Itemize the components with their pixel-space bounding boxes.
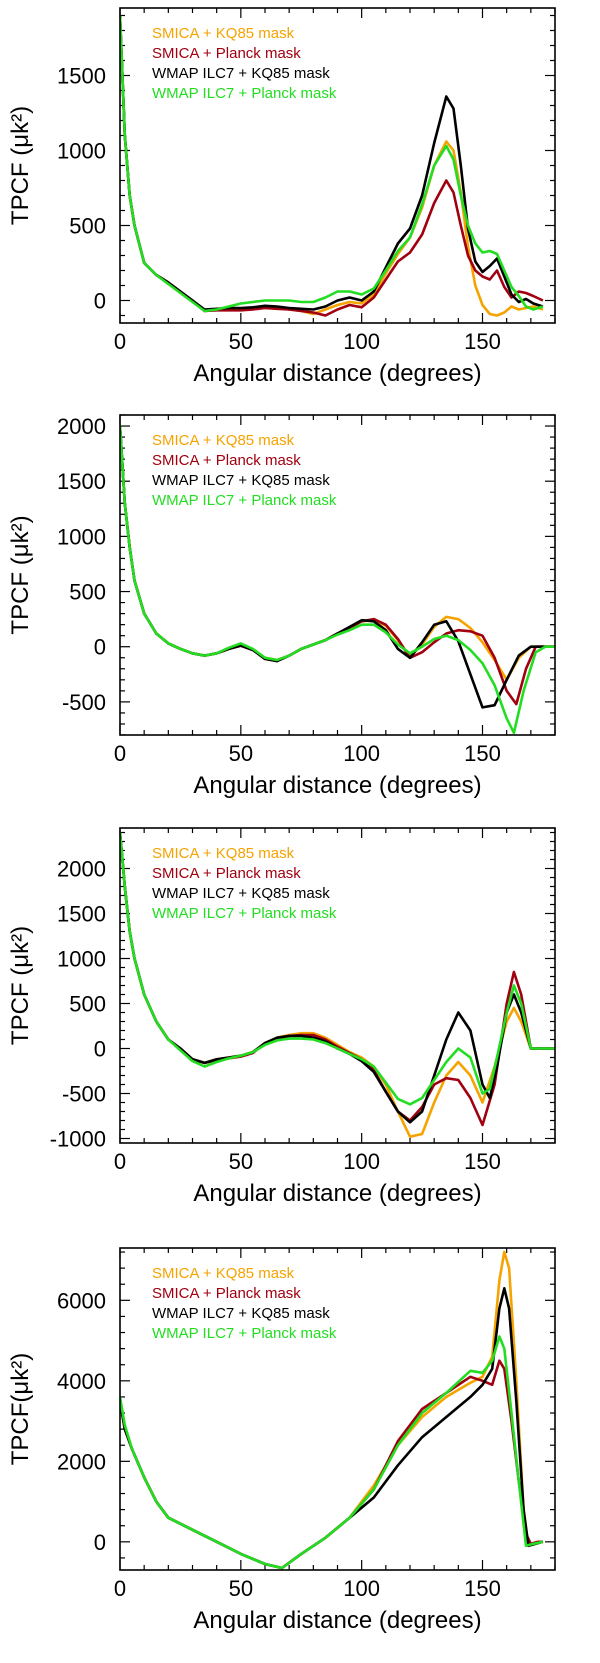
legend-entry-4: WMAP ILC7 + Planck mask xyxy=(152,905,337,922)
x-tick-label: 150 xyxy=(464,329,501,354)
legend-entry-3: WMAP ILC7 + KQ85 mask xyxy=(152,1305,330,1322)
x-tick-label: 150 xyxy=(464,1149,501,1174)
x-tick-label: 0 xyxy=(114,1149,126,1174)
y-tick-label: 1000 xyxy=(57,947,106,972)
legend-entry-1: SMICA + KQ85 mask xyxy=(152,1265,295,1282)
series-line-4 xyxy=(120,425,555,735)
legend-entry-1: SMICA + KQ85 mask xyxy=(152,845,295,862)
legend-entry-2: SMICA + Planck mask xyxy=(152,1285,301,1302)
legend-entry-1: SMICA + KQ85 mask xyxy=(152,432,295,449)
series-line-4 xyxy=(120,1335,544,1570)
x-tick-label: 50 xyxy=(229,741,253,766)
series-line-4 xyxy=(120,15,544,313)
x-axis-title: Angular distance (degrees) xyxy=(193,1180,481,1207)
x-tick-label: 150 xyxy=(464,1576,501,1601)
legend-entry-1: SMICA + KQ85 mask xyxy=(152,25,295,42)
y-tick-label: -1000 xyxy=(50,1127,106,1152)
y-tick-label: 1500 xyxy=(57,902,106,927)
legend-entry-2: SMICA + Planck mask xyxy=(152,865,301,882)
y-tick-label: -500 xyxy=(62,1082,106,1107)
x-axis-title: Angular distance (degrees) xyxy=(193,1607,481,1634)
plot-area xyxy=(120,1250,544,1570)
series-line-2 xyxy=(120,1359,543,1570)
chart-panel-2: 0 50 100 150 -500 0 500 1000 1500 2000 SMICA + KQ8… xyxy=(7,414,556,799)
x-tick-label: 0 xyxy=(114,329,126,354)
plot-frame xyxy=(119,414,556,736)
y-tick-label: 6000 xyxy=(57,1288,106,1313)
x-tick-label: 100 xyxy=(343,1576,380,1601)
plot-area xyxy=(120,832,555,1138)
y-tick-label: 500 xyxy=(69,580,106,605)
y-axis-title: TPCF (μk²) xyxy=(7,926,34,1045)
y-tick-label: 500 xyxy=(69,214,106,239)
legend-entry-2: SMICA + Planck mask xyxy=(152,45,301,62)
y-tick-label: 0 xyxy=(94,289,106,314)
y-tick-label: 1000 xyxy=(57,524,106,549)
x-tick-label: 100 xyxy=(343,1149,380,1174)
y-tick-label: 1500 xyxy=(57,469,106,494)
x-tick-label: 50 xyxy=(229,329,253,354)
y-tick-label: 500 xyxy=(69,992,106,1017)
x-tick-label: 150 xyxy=(464,741,501,766)
plot-area xyxy=(120,15,544,317)
legend-entry-3: WMAP ILC7 + KQ85 mask xyxy=(152,885,330,902)
series-line-4 xyxy=(120,832,555,1106)
y-tick-label: 2000 xyxy=(57,1449,106,1474)
plot-frame xyxy=(119,1247,556,1571)
y-tick-label: 0 xyxy=(94,1037,106,1062)
x-tick-label: 0 xyxy=(114,1576,126,1601)
x-axis-title: Angular distance (degrees) xyxy=(193,360,481,387)
y-tick-label: 1500 xyxy=(57,64,106,89)
plot-frame xyxy=(119,7,556,324)
plot-area xyxy=(120,425,555,735)
legend-entry-4: WMAP ILC7 + Planck mask xyxy=(152,492,337,509)
y-tick-label: 2000 xyxy=(57,414,106,439)
plot-frame xyxy=(119,827,556,1144)
y-tick-label: 2000 xyxy=(57,857,106,882)
y-axis-title: TPCF (μk²) xyxy=(7,515,34,634)
legend-entry-3: WMAP ILC7 + KQ85 mask xyxy=(152,472,330,489)
x-tick-label: 100 xyxy=(343,741,380,766)
x-tick-label: 0 xyxy=(114,741,126,766)
x-axis-title: Angular distance (degrees) xyxy=(193,772,481,799)
chart-panel-3: 0 50 100 150 -1000 -500 0 500 1000 1500 2000 SMICA … xyxy=(7,827,556,1207)
legend-entry-2: SMICA + Planck mask xyxy=(152,452,301,469)
y-tick-label: 4000 xyxy=(57,1369,106,1394)
y-tick-label: 0 xyxy=(94,1530,106,1555)
y-tick-label: -500 xyxy=(62,690,106,715)
legend-entry-4: WMAP ILC7 + Planck mask xyxy=(152,1325,337,1342)
y-tick-label: 1000 xyxy=(57,139,106,164)
x-tick-label: 50 xyxy=(229,1576,253,1601)
x-tick-label: 50 xyxy=(229,1149,253,1174)
legend-entry-4: WMAP ILC7 + Planck mask xyxy=(152,85,337,102)
y-axis-title: TPCF (μk²) xyxy=(7,106,34,225)
x-tick-label: 100 xyxy=(343,329,380,354)
y-tick-label: 0 xyxy=(94,635,106,660)
chart-panel-4: 0 50 100 150 0 2000 4000 6000 SMICA + KQ85 mask S… xyxy=(7,1247,556,1634)
y-axis-title: TPCF(μk²) xyxy=(7,1353,34,1465)
legend-entry-3: WMAP ILC7 + KQ85 mask xyxy=(152,65,330,82)
